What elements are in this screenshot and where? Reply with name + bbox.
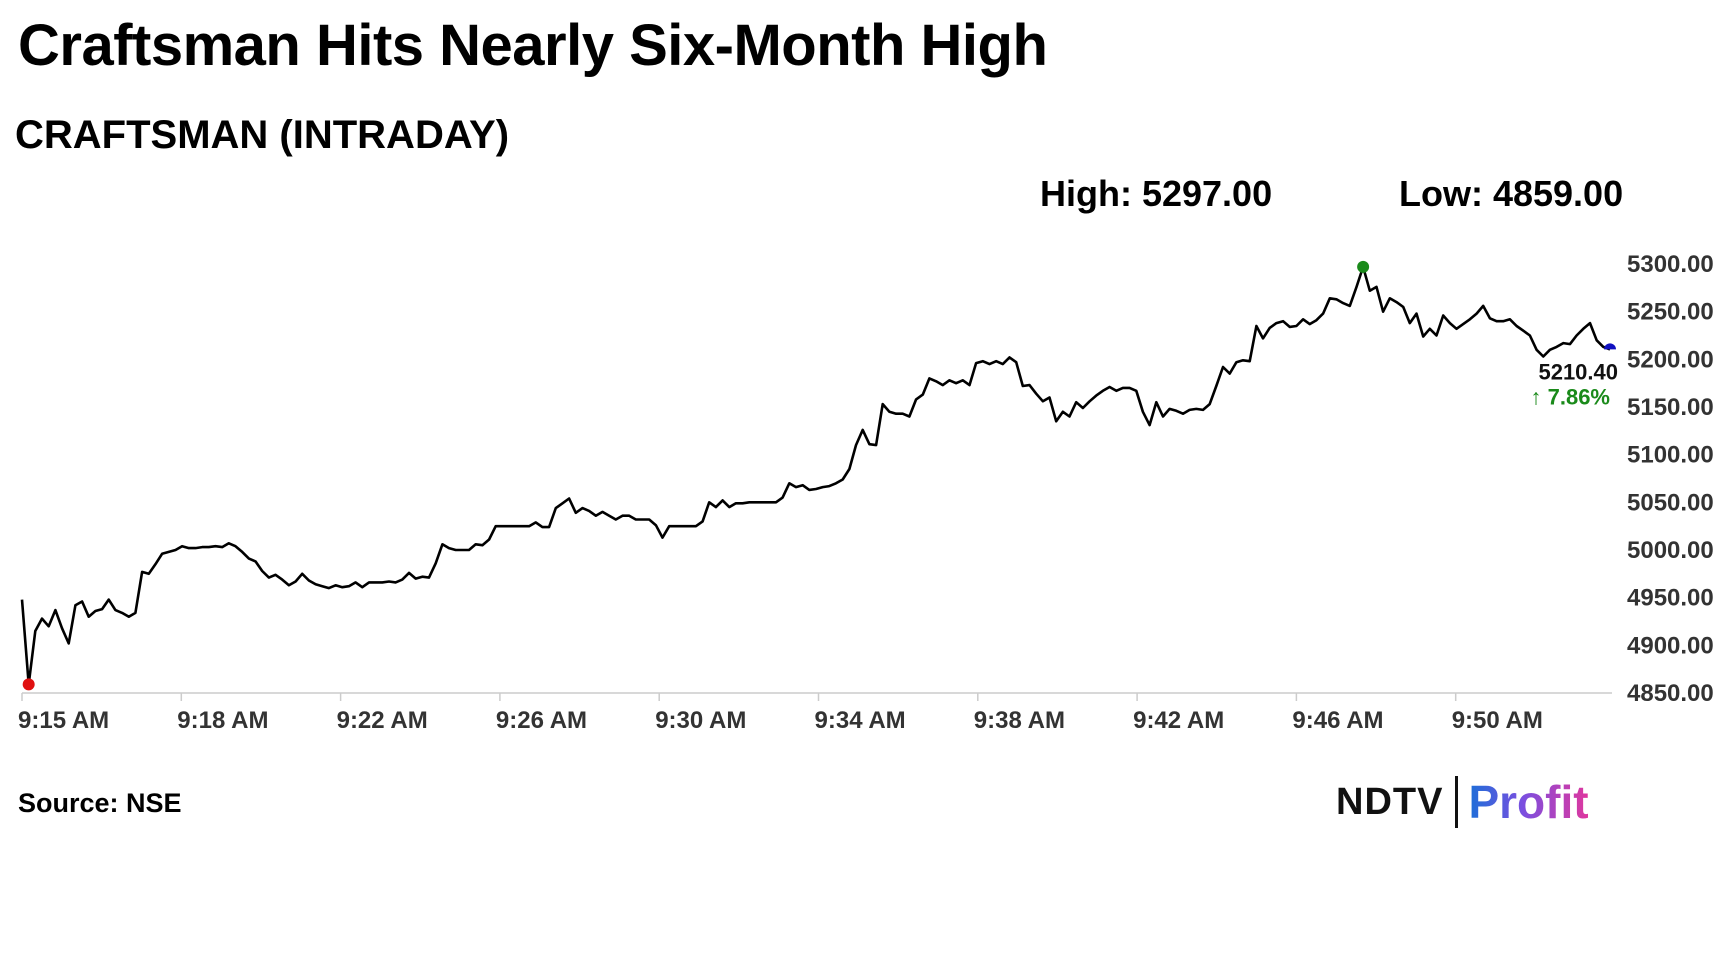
- headline: Craftsman Hits Nearly Six-Month High: [18, 13, 1048, 78]
- last-value-marker: [1604, 343, 1616, 350]
- price-series-line: [20, 265, 1611, 686]
- low-stat: Low: 4859.00: [1399, 173, 1624, 214]
- y-tick-label: 5050.00: [1627, 489, 1714, 516]
- logo-profit-text: Profit: [1468, 776, 1589, 828]
- chart-area: 5300.00 5250.00 5200.00 5150.00 5100.00 5050.…: [0, 230, 1728, 750]
- last-value-label: 5210.40: [1538, 359, 1618, 384]
- low-marker: [22, 678, 35, 691]
- high-marker: [1357, 260, 1370, 273]
- y-tick-label: 5100.00: [1627, 442, 1714, 469]
- x-tick-label: 9:50 AM: [1452, 707, 1543, 734]
- logo-ndtv-text: NDTV: [1336, 780, 1444, 823]
- high-stat: High: 5297.00: [1040, 173, 1273, 214]
- x-tick-label: 9:46 AM: [1292, 707, 1383, 734]
- y-tick-label: 4950.00: [1627, 585, 1714, 612]
- y-tick-label: 5250.00: [1627, 299, 1714, 326]
- x-tick-label: 9:42 AM: [1133, 707, 1224, 734]
- y-tick-label: 4850.00: [1627, 680, 1714, 707]
- y-tick-label: 4900.00: [1627, 632, 1714, 659]
- x-tick-label: 9:26 AM: [496, 707, 587, 734]
- y-tick-label: 5300.00: [1627, 251, 1714, 278]
- chart-title: CRAFTSMAN (INTRADAY): [15, 113, 510, 157]
- x-tick-label: 9:30 AM: [655, 707, 746, 734]
- y-tick-label: 5150.00: [1627, 394, 1714, 421]
- x-tick-label: 9:34 AM: [815, 707, 906, 734]
- change-label: ↑ 7.86%: [1531, 384, 1611, 409]
- logo-divider: [1455, 776, 1459, 828]
- x-tick-label: 9:15 AM: [18, 707, 109, 734]
- y-tick-label: 5200.00: [1627, 346, 1714, 373]
- x-tick-label: 9:18 AM: [177, 707, 268, 734]
- line-chart: 5300.00 5250.00 5200.00 5150.00 5100.00 5050.…: [18, 251, 1714, 734]
- ndtv-profit-logo: NDTV Profit: [1336, 772, 1636, 832]
- x-tick-label: 9:38 AM: [974, 707, 1065, 734]
- y-tick-label: 5000.00: [1627, 537, 1714, 564]
- x-tick-label: 9:22 AM: [337, 707, 428, 734]
- source-note: Source: NSE: [18, 788, 182, 818]
